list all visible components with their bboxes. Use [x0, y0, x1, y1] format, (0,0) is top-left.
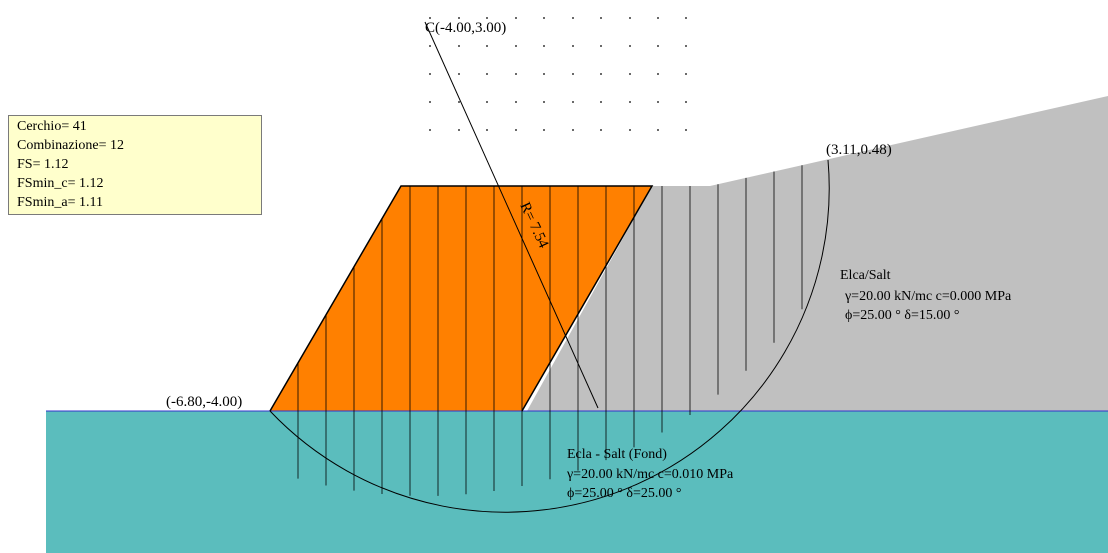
foundation-layer [46, 411, 1108, 553]
grid-point [458, 129, 460, 131]
grid-point [657, 73, 659, 75]
safety-factor-min-c: FSmin_c= 1.12 [17, 176, 104, 191]
grid-point [515, 73, 517, 75]
results-info-box: Cerchio= 41 Combinazione= 12 FS= 1.12 FS… [8, 115, 262, 215]
grid-point [629, 101, 631, 103]
grid-point [543, 73, 545, 75]
safety-factor: FS= 1.12 [17, 157, 69, 172]
grid-point [515, 17, 517, 19]
center-grid [429, 17, 687, 131]
grid-point [685, 73, 687, 75]
foundation-layer-props-2: ϕ=25.00 ° δ=25.00 ° [567, 486, 681, 501]
foundation-layer-name: Ecla - Salt (Fond) [567, 447, 667, 462]
grid-point [685, 45, 687, 47]
grid-point [543, 17, 545, 19]
grid-point [572, 17, 574, 19]
grid-point [685, 17, 687, 19]
center-label: C(-4.00,3.00) [425, 20, 506, 36]
grid-point [600, 129, 602, 131]
grid-point [486, 101, 488, 103]
grid-point [429, 17, 431, 19]
grid-point [429, 129, 431, 131]
grid-point [515, 45, 517, 47]
embankment [270, 186, 652, 411]
grid-point [429, 101, 431, 103]
grid-point [429, 45, 431, 47]
upper-layer [527, 96, 1108, 411]
slip-circle-arc [269, 159, 830, 513]
grid-point [657, 129, 659, 131]
grid-point [458, 73, 460, 75]
grid-point [600, 17, 602, 19]
grid-point [685, 129, 687, 131]
grid-point [486, 73, 488, 75]
grid-point [486, 17, 488, 19]
grid-point [572, 45, 574, 47]
slice-lines [297, 165, 803, 496]
grid-point [458, 101, 460, 103]
grid-point [515, 101, 517, 103]
grid-point [486, 45, 488, 47]
grid-point [486, 129, 488, 131]
grid-point [629, 45, 631, 47]
grid-point [572, 73, 574, 75]
left-point-label: (-6.80,-4.00) [166, 394, 242, 410]
upper-layer-name: Elca/Salt [840, 268, 891, 283]
grid-point [657, 101, 659, 103]
grid-point [600, 45, 602, 47]
upper-layer-props-1: γ=20.00 kN/mc c=0.000 MPa [844, 289, 1012, 304]
grid-point [629, 73, 631, 75]
grid-point [515, 129, 517, 131]
foundation-layer-props-1: γ=20.00 kN/mc c=0.010 MPa [566, 467, 734, 482]
grid-point [657, 45, 659, 47]
grid-point [685, 101, 687, 103]
grid-point [543, 129, 545, 131]
right-point-label: (3.11,0.48) [826, 142, 892, 158]
grid-point [600, 101, 602, 103]
grid-point [429, 73, 431, 75]
grid-point [629, 129, 631, 131]
grid-point [629, 17, 631, 19]
grid-point [543, 45, 545, 47]
radius-line [424, 21, 599, 409]
grid-point [600, 73, 602, 75]
safety-factor-min-a: FSmin_a= 1.11 [17, 195, 103, 210]
grid-point [572, 101, 574, 103]
grid-point [543, 101, 545, 103]
circle-number: Cerchio= 41 [17, 119, 87, 134]
grid-point [458, 45, 460, 47]
grid-point [657, 17, 659, 19]
embankment-outline [269, 185, 654, 412]
grid-point [458, 17, 460, 19]
upper-layer-props-2: ϕ=25.00 ° δ=15.00 ° [845, 308, 959, 323]
combination-number: Combinazione= 12 [17, 138, 125, 153]
grid-point [572, 129, 574, 131]
